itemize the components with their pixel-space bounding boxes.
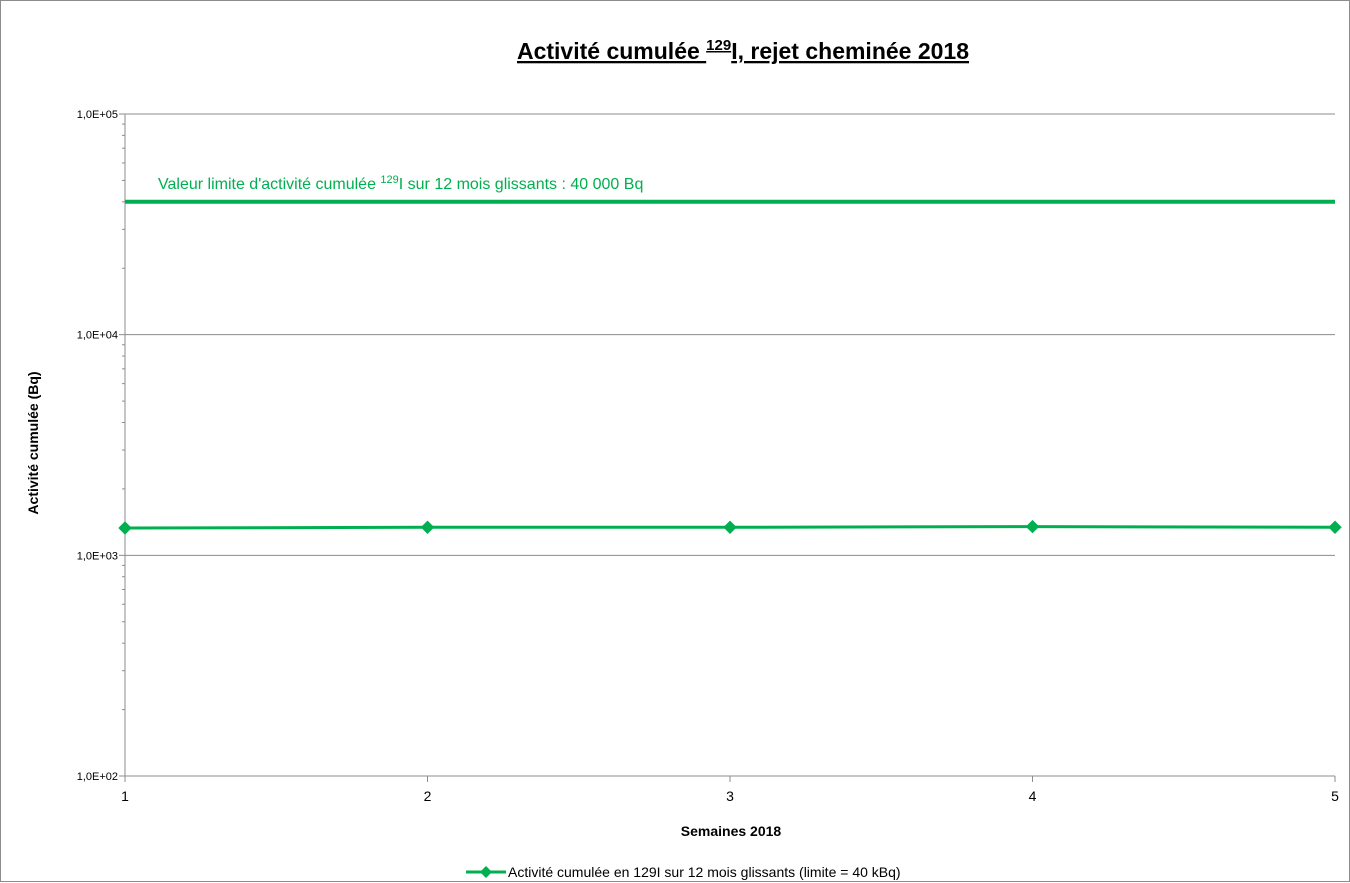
- legend-diamond-marker: [480, 866, 492, 878]
- legend-label: Activité cumulée en 129I sur 12 mois gli…: [508, 864, 901, 880]
- data-point-0-3: [1025, 519, 1040, 534]
- x-tick-label-0: 1: [121, 788, 129, 804]
- chart-title-suffix: I, rejet cheminée 2018: [731, 38, 969, 64]
- y-tick-label-3: 1,0E+05: [77, 109, 118, 121]
- tick-labels: 1,0E+02 1,0E+03 1,0E+04 1,0E+05 1 2 3 4 5: [77, 109, 1339, 804]
- limit-label-prefix: Valeur limite d'activité cumulée: [158, 176, 380, 193]
- x-tick-label-1: 2: [424, 788, 432, 804]
- data-point-0-2: [723, 520, 737, 534]
- legend: Activité cumulée en 129I sur 12 mois gli…: [466, 864, 901, 880]
- limit-label-superscript: 129: [380, 174, 398, 186]
- y-tick-label-2: 1,0E+04: [77, 330, 118, 342]
- axes: [119, 113, 1336, 782]
- x-tick-label-3: 4: [1029, 788, 1037, 804]
- x-axis-title: Semaines 2018: [681, 823, 782, 839]
- x-tick-label-2: 3: [726, 788, 734, 804]
- y-tick-label-0: 1,0E+02: [77, 771, 118, 783]
- y-axis-title: Activité cumulée (Bq): [25, 371, 41, 514]
- x-tick-label-4: 5: [1331, 788, 1339, 804]
- limit-line-label: Valeur limite d'activité cumulée 129I su…: [158, 174, 643, 193]
- data-series: [118, 519, 1342, 535]
- chart-title-prefix: Activité cumulée: [517, 38, 706, 64]
- data-point-0-1: [420, 520, 435, 534]
- gridlines: [125, 113, 1335, 556]
- chart-title-superscript: 129: [706, 37, 731, 54]
- y-tick-label-1: 1,0E+03: [77, 550, 118, 562]
- limit-label-suffix: I sur 12 mois glissants : 40 000 Bq: [399, 176, 644, 193]
- data-point-0-4: [1328, 520, 1342, 534]
- data-point-0-0: [118, 521, 132, 535]
- chart-title: Activité cumulée 129I, rejet cheminée 20…: [517, 37, 969, 64]
